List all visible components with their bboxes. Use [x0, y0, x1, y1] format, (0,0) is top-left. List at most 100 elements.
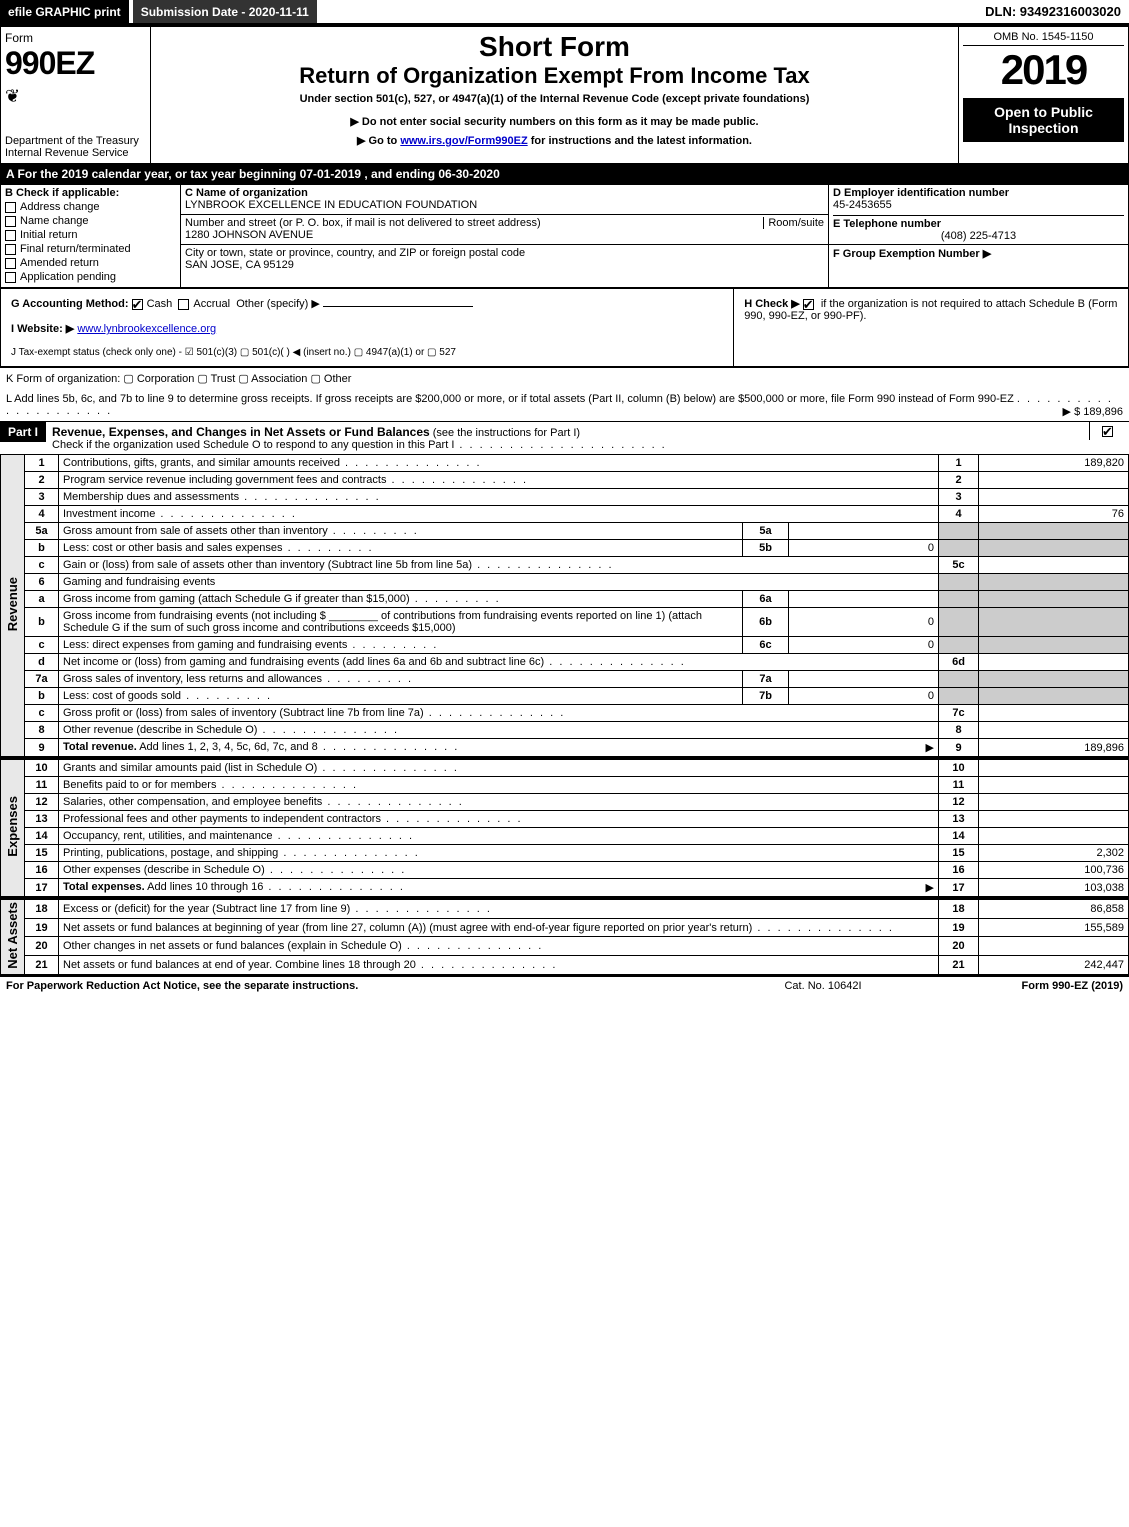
cb-schedule-o[interactable]	[1102, 426, 1113, 437]
cb-name-change[interactable]: Name change	[5, 215, 176, 227]
box-c-street: Number and street (or P. O. box, if mail…	[181, 215, 829, 245]
line-g-label: G Accounting Method:	[11, 298, 129, 310]
goto-line: ▶ Go to www.irs.gov/Form990EZ for instru…	[155, 134, 954, 147]
shaded-cell	[939, 671, 979, 688]
line-desc: Gross sales of inventory, less returns a…	[59, 671, 743, 688]
table-row: 17Total expenses. Add lines 10 through 1…	[1, 879, 1129, 897]
shaded-cell	[939, 608, 979, 637]
line-desc: Less: cost or other basis and sales expe…	[59, 540, 743, 557]
box-c-name: C Name of organization LYNBROOK EXCELLEN…	[181, 185, 829, 215]
table-row: 13Professional fees and other payments t…	[1, 811, 1129, 828]
shaded-cell	[979, 637, 1129, 654]
result-line-number: 15	[939, 845, 979, 862]
result-line-number: 13	[939, 811, 979, 828]
box-c-name-label: C Name of organization	[185, 187, 308, 199]
result-line-number: 9	[939, 739, 979, 757]
table-row: cGross profit or (loss) from sales of in…	[1, 705, 1129, 722]
sub-line-number: 6c	[743, 637, 789, 654]
cb-final-return[interactable]: Final return/terminated	[5, 243, 176, 255]
sub-value: 0	[789, 540, 939, 557]
sub-line-number: 5a	[743, 523, 789, 540]
box-d-e: D Employer identification number 45-2453…	[829, 185, 1129, 245]
shaded-cell	[979, 608, 1129, 637]
other-specify-input[interactable]	[323, 306, 473, 307]
result-line-number: 4	[939, 506, 979, 523]
result-value	[979, 937, 1129, 956]
table-row: bGross income from fundraising events (n…	[1, 608, 1129, 637]
table-row: Revenue1Contributions, gifts, grants, an…	[1, 455, 1129, 472]
sub-line-number: 7b	[743, 688, 789, 705]
line-number: 9	[25, 739, 59, 757]
footer-left: For Paperwork Reduction Act Notice, see …	[6, 980, 723, 992]
sub-line-number: 5b	[743, 540, 789, 557]
result-line-number: 11	[939, 777, 979, 794]
line-desc: Benefits paid to or for members	[59, 777, 939, 794]
cb-initial-return[interactable]: Initial return	[5, 229, 176, 241]
line-number: b	[25, 688, 59, 705]
table-row: 11Benefits paid to or for members11	[1, 777, 1129, 794]
table-row: bLess: cost or other basis and sales exp…	[1, 540, 1129, 557]
line-i-label: I Website: ▶	[11, 323, 74, 335]
line-number: 1	[25, 455, 59, 472]
cb-app-pending-label: Application pending	[20, 271, 116, 283]
line-number: 15	[25, 845, 59, 862]
city-label: City or town, state or province, country…	[185, 247, 525, 259]
table-row: bLess: cost of goods sold7b0	[1, 688, 1129, 705]
result-line-number: 20	[939, 937, 979, 956]
irs-label: Internal Revenue Service	[5, 147, 146, 159]
line-desc: Gross profit or (loss) from sales of inv…	[59, 705, 939, 722]
table-row: 6Gaming and fundraising events	[1, 574, 1129, 591]
subtitle: Under section 501(c), 527, or 4947(a)(1)…	[155, 93, 954, 105]
table-row: 8Other revenue (describe in Schedule O)8	[1, 722, 1129, 739]
line-number: 17	[25, 879, 59, 897]
cb-amended-return[interactable]: Amended return	[5, 257, 176, 269]
table-row: 3Membership dues and assessments3	[1, 489, 1129, 506]
cb-cash[interactable]	[132, 299, 143, 310]
line-number: c	[25, 557, 59, 574]
result-line-number: 7c	[939, 705, 979, 722]
line-number: 3	[25, 489, 59, 506]
sub-value: 0	[789, 608, 939, 637]
room-label: Room/suite	[763, 217, 824, 229]
table-row: 19Net assets or fund balances at beginni…	[1, 918, 1129, 937]
shaded-cell	[979, 591, 1129, 608]
cb-app-pending[interactable]: Application pending	[5, 271, 176, 283]
result-line-number: 14	[939, 828, 979, 845]
result-value: 76	[979, 506, 1129, 523]
line-desc: Gaming and fundraising events	[59, 574, 939, 591]
line-number: 18	[25, 899, 59, 919]
sub-value	[789, 523, 939, 540]
line-h-prefix: H Check ▶	[744, 298, 803, 310]
irs-link[interactable]: www.irs.gov/Form990EZ	[400, 135, 527, 147]
result-value: 103,038	[979, 879, 1129, 897]
goto-suffix: for instructions and the latest informat…	[528, 135, 752, 147]
cb-name-change-label: Name change	[20, 215, 89, 227]
website-link[interactable]: www.lynbrookexcellence.org	[77, 323, 216, 335]
line-desc: Net assets or fund balances at beginning…	[59, 918, 939, 937]
accrual-label: Accrual	[193, 298, 230, 310]
tax-year: 2019	[963, 46, 1124, 94]
result-value: 189,896	[979, 739, 1129, 757]
dept-label: Department of the Treasury	[5, 135, 146, 147]
result-value	[979, 489, 1129, 506]
box-e-label: E Telephone number	[833, 218, 941, 230]
other-label: Other (specify) ▶	[236, 298, 320, 310]
sub-line-number: 6b	[743, 608, 789, 637]
efile-print-button[interactable]: efile GRAPHIC print	[0, 0, 129, 23]
line-number: d	[25, 654, 59, 671]
cb-accrual[interactable]	[178, 299, 189, 310]
table-row: aGross income from gaming (attach Schedu…	[1, 591, 1129, 608]
line-l: L Add lines 5b, 6c, and 7b to line 9 to …	[0, 389, 1129, 421]
cb-schedule-b[interactable]	[803, 299, 814, 310]
dots	[454, 439, 666, 451]
street-label: Number and street (or P. O. box, if mail…	[185, 217, 541, 229]
part-1-expenses-table: Expenses10Grants and similar amounts pai…	[0, 757, 1129, 897]
result-line-number: 6d	[939, 654, 979, 671]
cb-address-change[interactable]: Address change	[5, 201, 176, 213]
footer-cat: Cat. No. 10642I	[723, 980, 923, 992]
line-h: H Check ▶ if the organization is not req…	[738, 291, 1124, 328]
part-1-note: (see the instructions for Part I)	[433, 427, 580, 439]
shaded-cell	[979, 574, 1129, 591]
box-f: F Group Exemption Number ▶	[829, 245, 1129, 288]
section-vert-label: Expenses	[1, 759, 25, 897]
